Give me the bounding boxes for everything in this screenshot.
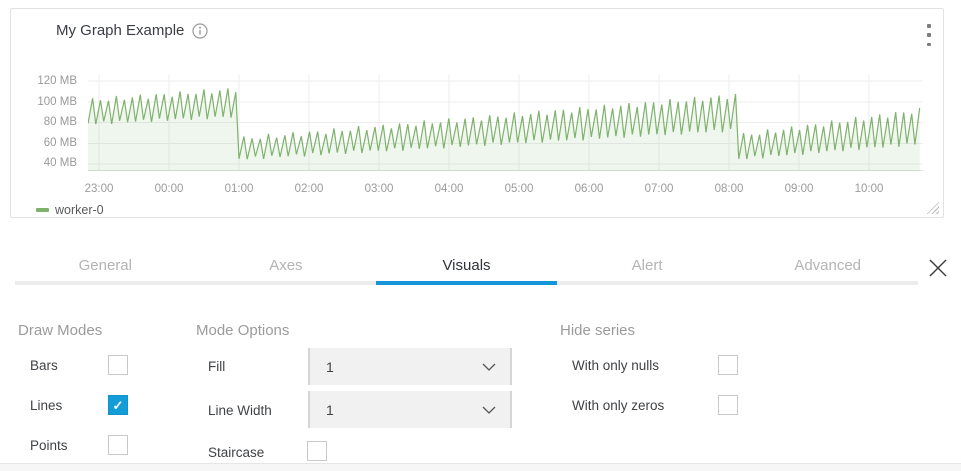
tab-axes[interactable]: Axes [195, 254, 377, 285]
info-icon[interactable] [192, 22, 208, 39]
tab-label: Visuals [442, 257, 491, 274]
x-axis-tick: 00:00 [154, 183, 184, 195]
x-axis-tick: 04:00 [434, 183, 464, 195]
x-axis-tick: 03:00 [364, 183, 394, 195]
x-axis-tick: 05:00 [504, 183, 534, 195]
fill-select-value: 1 [326, 358, 334, 375]
panel-menu-button[interactable] [918, 24, 940, 46]
fill-label: Fill [208, 359, 226, 374]
y-axis-tick: 60 MB [43, 137, 77, 149]
legend-item-worker-0[interactable]: worker-0 [36, 203, 104, 217]
close-icon [929, 259, 947, 277]
editor-tab-bar: General Axes Visuals Alert Advanced [15, 254, 918, 285]
tab-label: Alert [631, 257, 663, 274]
panel-resize-handle[interactable] [926, 201, 939, 214]
y-axis-tick: 80 MB [43, 116, 77, 128]
line-width-select-value: 1 [326, 401, 334, 418]
with-only-nulls-checkbox[interactable] [718, 355, 738, 375]
graph-panel: My Graph Example 120 MB 100 MB 80 MB 60 … [10, 8, 944, 218]
with-only-zeros-checkbox[interactable] [718, 395, 738, 415]
time-series-plot[interactable] [88, 75, 923, 171]
with-only-zeros-label: With only zeros [572, 398, 665, 413]
x-axis-tick: 08:00 [714, 183, 744, 195]
line-width-label: Line Width [208, 403, 272, 418]
tab-label: General [78, 257, 132, 274]
y-axis-tick: 120 MB [37, 75, 77, 87]
mode-options-heading: Mode Options [196, 322, 290, 339]
line-width-select[interactable]: 1 [308, 391, 512, 428]
x-axis-tick: 07:00 [644, 183, 674, 195]
chevron-down-icon [482, 406, 496, 414]
fill-select[interactable]: 1 [308, 348, 512, 385]
chevron-down-icon [482, 363, 496, 371]
with-only-nulls-label: With only nulls [572, 358, 660, 373]
x-axis-tick: 06:00 [574, 183, 604, 195]
x-axis-tick: 23:00 [84, 183, 114, 195]
x-axis-tick: 09:00 [784, 183, 814, 195]
staircase-checkbox[interactable] [307, 441, 327, 461]
y-axis-tick: 40 MB [43, 157, 77, 169]
tab-general[interactable]: General [15, 254, 196, 285]
lines-label: Lines [30, 398, 63, 413]
bars-label: Bars [30, 358, 58, 373]
tab-visuals[interactable]: Visuals [376, 254, 557, 285]
legend-color-swatch [36, 208, 49, 212]
x-axis-tick: 01:00 [224, 183, 254, 195]
lines-checkbox[interactable] [108, 395, 128, 415]
bars-checkbox[interactable] [108, 355, 128, 375]
y-axis-tick: 100 MB [37, 96, 77, 108]
x-axis-tick: 10:00 [854, 183, 884, 195]
tab-label: Advanced [794, 257, 862, 274]
close-editor-button[interactable] [924, 254, 952, 282]
draw-modes-heading: Draw Modes [18, 322, 103, 339]
legend-label: worker-0 [55, 203, 104, 217]
bottom-divider [0, 463, 961, 471]
panel-title: My Graph Example [56, 22, 185, 39]
tab-advanced[interactable]: Advanced [737, 254, 918, 285]
points-label: Points [30, 438, 68, 453]
panel-header: My Graph Example [56, 22, 208, 39]
tab-label: Axes [269, 257, 303, 274]
hide-series-heading: Hide series [560, 322, 636, 339]
x-axis-tick: 02:00 [294, 183, 324, 195]
tab-alert[interactable]: Alert [556, 254, 738, 285]
staircase-label: Staircase [208, 445, 265, 460]
points-checkbox[interactable] [108, 435, 128, 455]
